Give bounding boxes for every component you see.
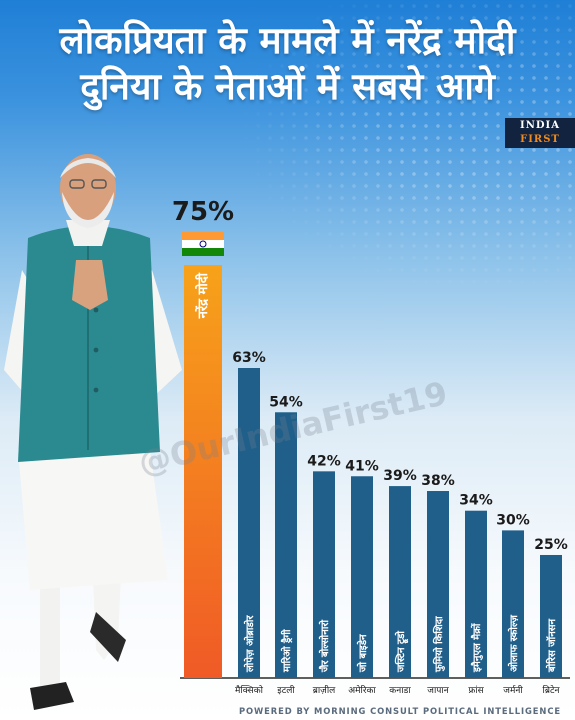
highlight-bar (184, 265, 222, 678)
source-footer: POWERED BY MORNING CONSULT POLITICAL INT… (238, 706, 561, 716)
country-tick-label: कनाडा (389, 686, 411, 696)
country-tick-label: मैक्सिको (235, 684, 264, 696)
logo-line-1: INDIA (520, 120, 560, 131)
bar (502, 530, 524, 678)
value-label: 41% (345, 458, 379, 474)
leader-name-label: फुमियो किशिदा (432, 616, 445, 673)
flag-white-band (182, 240, 224, 248)
leader-name-label: नरेंद्र मोदी (195, 272, 211, 319)
value-label: 25% (534, 537, 568, 553)
india-first-logo: INDIA FIRST (505, 118, 575, 148)
country-tick-label: जापान (427, 686, 449, 696)
headline-line-1: लोकप्रियता के मामले में नरेंद्र मोदी (59, 19, 516, 62)
leader-name-label: लोपेज़ ओब्राडोर (243, 615, 256, 673)
bar (275, 412, 297, 678)
flag-green-band (182, 248, 224, 256)
value-label: 30% (496, 512, 530, 528)
leader-name-label: इमैनुएल मैक्रों (470, 623, 483, 673)
flag-chakra (199, 240, 207, 248)
headline-line-2: दुनिया के नेताओं में सबसे आगे (80, 65, 495, 108)
leader-name-label: मारिओ ड्रैगी (280, 629, 293, 673)
bar (540, 554, 562, 678)
country-tick-label: ब्रिटेन (542, 684, 560, 696)
leader-name-label: बोरिस जॉनसन (545, 618, 558, 673)
leader-name-label: ओलाफ स्कोल्ज़ (507, 614, 520, 672)
leader-name-label: जस्टिन ट्रूडो (394, 631, 409, 673)
country-tick-label: जर्मनी (503, 684, 523, 696)
country-tick-label: ब्राज़ील (313, 684, 336, 696)
bar (465, 510, 487, 678)
value-label: 34% (459, 493, 493, 509)
logo-line-2: FIRST (520, 134, 560, 145)
value-label: 54% (269, 394, 303, 410)
value-label: 39% (383, 468, 417, 484)
country-tick-label: इटली (277, 684, 295, 696)
bar (427, 491, 449, 678)
leader-photo-illustration (4, 154, 182, 710)
bar (389, 486, 411, 678)
bar (313, 471, 335, 678)
value-label: 42% (307, 453, 341, 469)
value-label: 38% (421, 473, 455, 489)
value-label: 75% (172, 197, 234, 227)
flag-saffron-band (182, 232, 224, 240)
country-tick-label: फ्रांस (468, 685, 484, 696)
leader-name-label: जैर बोल्सोनारो (318, 619, 331, 673)
bar (351, 476, 373, 678)
bar (238, 368, 260, 678)
value-label: 63% (232, 350, 266, 366)
country-tick-label: अमेरिका (348, 684, 376, 696)
leader-name-label: जो बाइडेन (356, 634, 369, 673)
